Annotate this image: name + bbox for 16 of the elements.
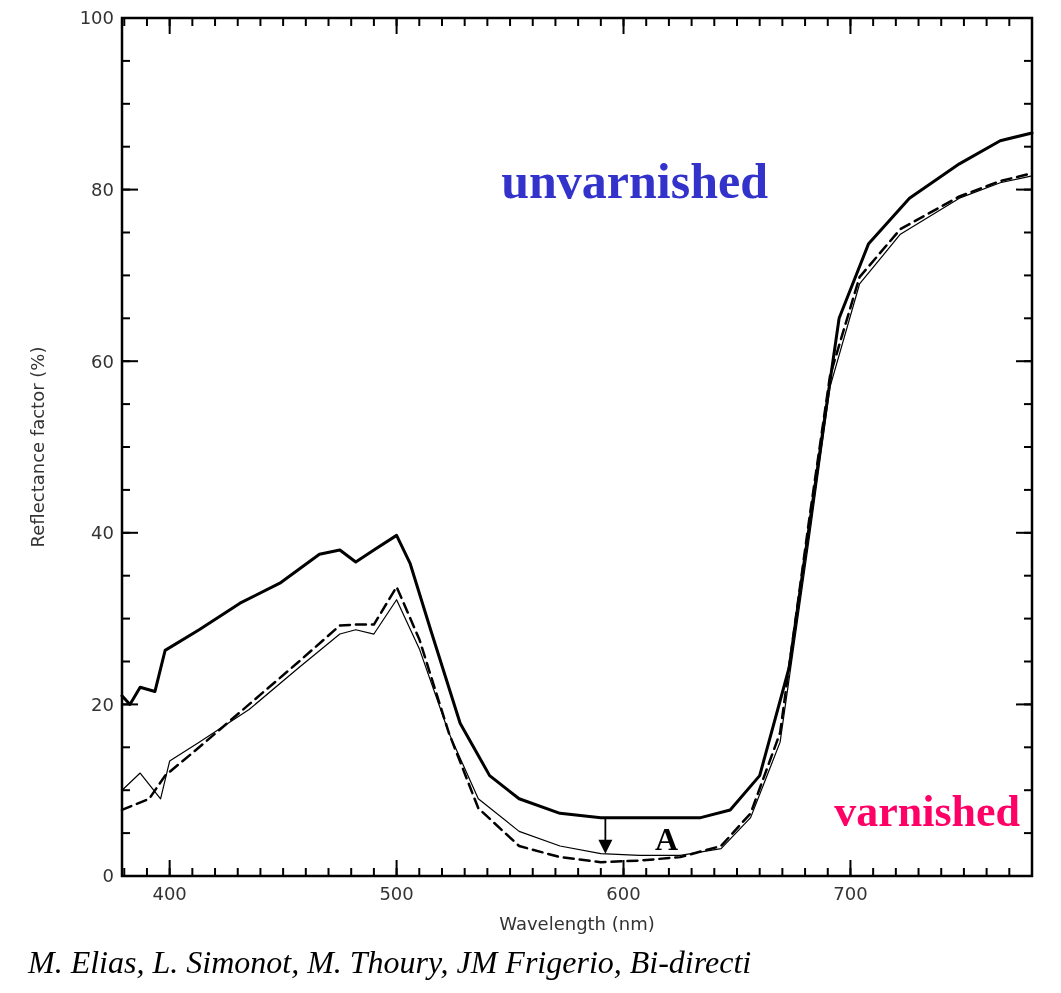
text: M. Elias, L. Simonot, M. Thoury, JM Frigerio, Bi-directi	[27, 944, 752, 980]
annotation: unvarnished	[501, 153, 769, 209]
annotation: varnished	[834, 787, 1020, 836]
y-tick-label: 20	[91, 693, 114, 715]
y-tick-label: 40	[91, 522, 114, 544]
annotation: A	[655, 821, 679, 857]
y-tick-label: 60	[91, 350, 114, 372]
y-tick-label: 80	[91, 178, 114, 200]
x-tick-label: 700	[833, 883, 868, 904]
x-tick-label: 500	[379, 883, 414, 904]
x-tick-label: 600	[606, 883, 641, 904]
y-tick-label: 100	[79, 7, 114, 29]
x-tick-label: 400	[152, 883, 187, 904]
x-axis-title: Wavelength (nm)	[499, 913, 655, 934]
y-tick-label: 0	[102, 865, 114, 887]
y-axis-title: Reflectance factor (%)	[27, 346, 48, 548]
